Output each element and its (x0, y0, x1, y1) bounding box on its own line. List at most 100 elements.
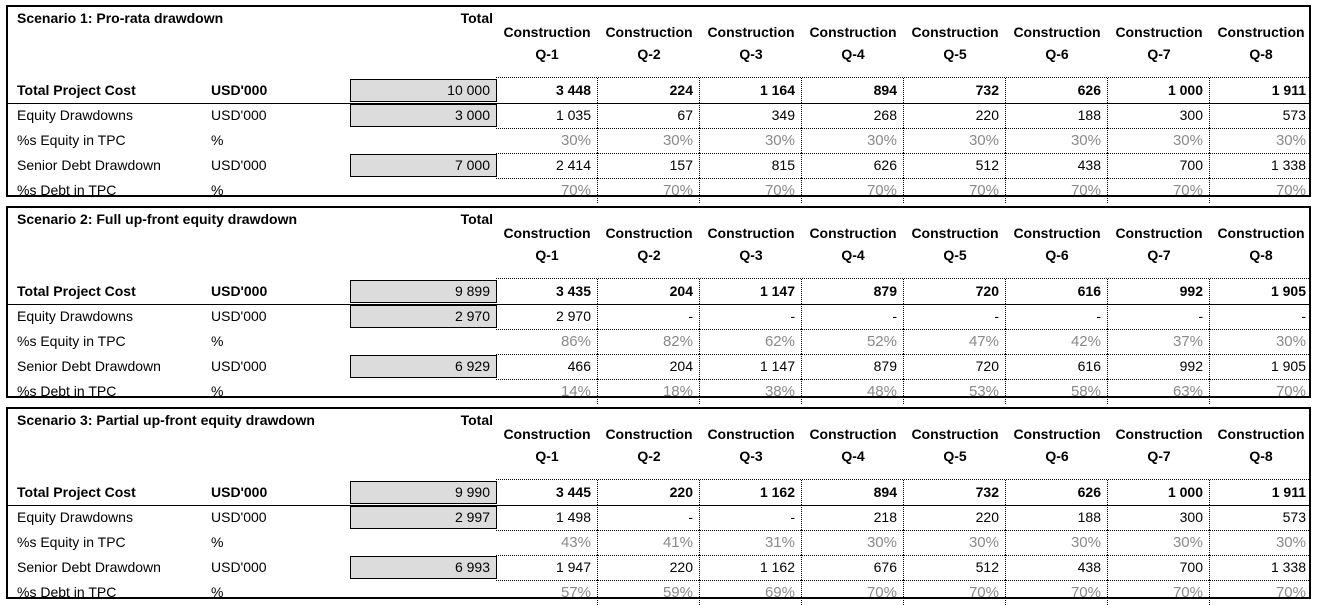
quarter-value-cell[interactable]: 1 000 (1108, 78, 1210, 103)
quarter-value-cell[interactable]: 30% (904, 128, 1006, 153)
quarter-value-cell[interactable]: 1 905 (1270, 283, 1306, 299)
quarter-value-cell[interactable]: 3 448 (496, 78, 598, 103)
quarter-value-cell[interactable]: 1 147 (700, 354, 802, 379)
total-value-cell[interactable]: 2 997 (350, 506, 497, 529)
total-value-cell[interactable]: 3 000 (350, 104, 497, 127)
quarter-value-cell[interactable]: 3 445 (496, 480, 598, 505)
quarter-value-cell[interactable]: 220 (904, 103, 1006, 128)
quarter-value-cell[interactable]: 815 (700, 153, 802, 178)
quarter-value-cell[interactable]: 70% (1275, 182, 1306, 199)
quarter-value-cell[interactable]: 42% (1006, 329, 1108, 354)
quarter-value-cell[interactable]: 70% (598, 178, 700, 203)
quarter-value-cell[interactable]: 30% (802, 128, 904, 153)
quarter-value-cell[interactable]: 43% (496, 530, 598, 555)
quarter-value-cell[interactable]: 53% (904, 379, 1006, 404)
quarter-value-cell[interactable]: 1 035 (496, 103, 598, 128)
quarter-value-cell[interactable]: - (598, 304, 700, 329)
quarter-value-cell[interactable]: 573 (1282, 107, 1306, 123)
quarter-value-cell[interactable]: - (1006, 304, 1108, 329)
quarter-value-cell[interactable]: 69% (700, 580, 802, 605)
quarter-value-cell[interactable]: 676 (802, 555, 904, 580)
quarter-value-cell[interactable]: 218 (802, 505, 904, 530)
quarter-value-cell[interactable]: 2 414 (496, 153, 598, 178)
quarter-value-cell[interactable]: 31% (700, 530, 802, 555)
quarter-value-cell[interactable]: 63% (1108, 379, 1210, 404)
quarter-value-cell[interactable]: 41% (598, 530, 700, 555)
quarter-value-cell[interactable]: 616 (1006, 354, 1108, 379)
quarter-value-cell[interactable]: - (598, 505, 700, 530)
quarter-value-cell[interactable]: 37% (1108, 329, 1210, 354)
quarter-value-cell[interactable]: 30% (496, 128, 598, 153)
quarter-value-cell[interactable]: 1 338 (1270, 559, 1306, 575)
quarter-value-cell[interactable]: 720 (904, 354, 1006, 379)
quarter-value-cell[interactable]: 48% (802, 379, 904, 404)
quarter-value-cell[interactable]: - (904, 304, 1006, 329)
quarter-value-cell[interactable]: 879 (802, 354, 904, 379)
quarter-value-cell[interactable]: 30% (1275, 132, 1306, 149)
quarter-value-cell[interactable]: 67 (598, 103, 700, 128)
quarter-value-cell[interactable]: 349 (700, 103, 802, 128)
quarter-value-cell[interactable]: 14% (496, 379, 598, 404)
quarter-value-cell[interactable]: 732 (904, 480, 1006, 505)
quarter-value-cell[interactable]: - (700, 304, 802, 329)
quarter-value-cell[interactable]: 38% (700, 379, 802, 404)
quarter-value-cell[interactable]: 466 (496, 354, 598, 379)
quarter-value-cell[interactable]: - (1301, 308, 1306, 324)
quarter-value-cell[interactable]: 58% (1006, 379, 1108, 404)
quarter-value-cell[interactable]: 700 (1108, 153, 1210, 178)
quarter-value-cell[interactable]: 59% (598, 580, 700, 605)
quarter-value-cell[interactable]: 86% (496, 329, 598, 354)
quarter-value-cell[interactable]: 70% (1006, 178, 1108, 203)
quarter-value-cell[interactable]: 300 (1108, 505, 1210, 530)
quarter-value-cell[interactable]: 1 911 (1271, 484, 1306, 500)
quarter-value-cell[interactable]: 626 (1006, 480, 1108, 505)
quarter-value-cell[interactable]: 70% (700, 178, 802, 203)
quarter-value-cell[interactable]: 626 (1006, 78, 1108, 103)
quarter-value-cell[interactable]: 438 (1006, 153, 1108, 178)
quarter-value-cell[interactable]: 157 (598, 153, 700, 178)
quarter-value-cell[interactable]: 18% (598, 379, 700, 404)
quarter-value-cell[interactable]: 62% (700, 329, 802, 354)
quarter-value-cell[interactable]: 30% (1108, 530, 1210, 555)
quarter-value-cell[interactable]: 70% (904, 580, 1006, 605)
quarter-value-cell[interactable]: 204 (598, 279, 700, 304)
total-value-cell[interactable]: 9 990 (350, 481, 497, 504)
quarter-value-cell[interactable]: 188 (1006, 103, 1108, 128)
quarter-value-cell[interactable]: 70% (496, 178, 598, 203)
quarter-value-cell[interactable]: 30% (904, 530, 1006, 555)
quarter-value-cell[interactable]: 70% (1275, 584, 1306, 601)
quarter-value-cell[interactable]: 220 (598, 555, 700, 580)
quarter-value-cell[interactable]: 70% (1108, 580, 1210, 605)
quarter-value-cell[interactable]: 626 (802, 153, 904, 178)
quarter-value-cell[interactable]: 992 (1108, 354, 1210, 379)
quarter-value-cell[interactable]: 720 (904, 279, 1006, 304)
quarter-value-cell[interactable]: 1 338 (1270, 157, 1306, 173)
quarter-value-cell[interactable]: 204 (598, 354, 700, 379)
quarter-value-cell[interactable]: 30% (1006, 530, 1108, 555)
quarter-value-cell[interactable]: 57% (496, 580, 598, 605)
quarter-value-cell[interactable]: 438 (1006, 555, 1108, 580)
quarter-value-cell[interactable]: 573 (1282, 509, 1306, 525)
quarter-value-cell[interactable]: 1 947 (496, 555, 598, 580)
quarter-value-cell[interactable]: 512 (904, 555, 1006, 580)
quarter-value-cell[interactable]: 1 164 (700, 78, 802, 103)
quarter-value-cell[interactable]: 30% (1006, 128, 1108, 153)
quarter-value-cell[interactable]: 220 (904, 505, 1006, 530)
quarter-value-cell[interactable]: 512 (904, 153, 1006, 178)
quarter-value-cell[interactable]: 188 (1006, 505, 1108, 530)
quarter-value-cell[interactable]: 1 162 (700, 555, 802, 580)
quarter-value-cell[interactable]: 2 970 (496, 304, 598, 329)
quarter-value-cell[interactable]: 70% (802, 178, 904, 203)
quarter-value-cell[interactable]: 70% (904, 178, 1006, 203)
quarter-value-cell[interactable]: - (802, 304, 904, 329)
quarter-value-cell[interactable]: 30% (1275, 333, 1306, 350)
quarter-value-cell[interactable]: 82% (598, 329, 700, 354)
total-value-cell[interactable]: 2 970 (350, 305, 497, 328)
quarter-value-cell[interactable]: - (700, 505, 802, 530)
quarter-value-cell[interactable]: 894 (802, 78, 904, 103)
quarter-value-cell[interactable]: 30% (1275, 534, 1306, 551)
quarter-value-cell[interactable]: 224 (598, 78, 700, 103)
quarter-value-cell[interactable]: 70% (1108, 178, 1210, 203)
quarter-value-cell[interactable]: 30% (1108, 128, 1210, 153)
total-value-cell[interactable]: 6 993 (350, 556, 497, 579)
